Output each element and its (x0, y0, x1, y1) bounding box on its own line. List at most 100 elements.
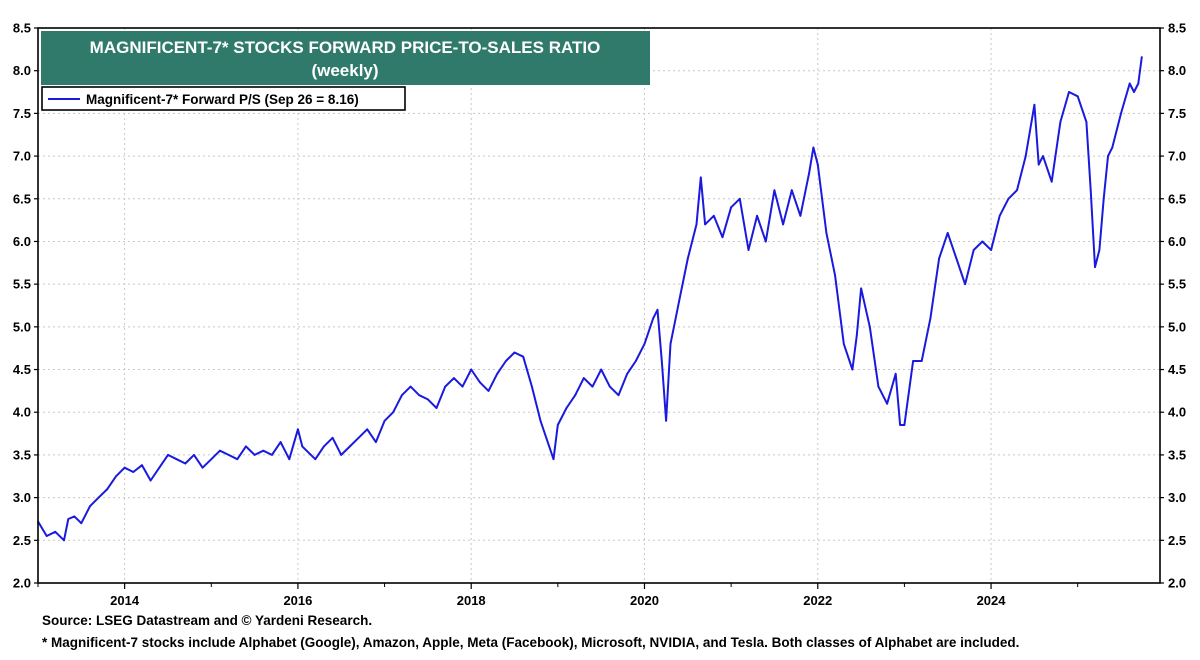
data-point (608, 385, 611, 388)
data-point (600, 368, 603, 371)
data-point (513, 351, 516, 354)
data-point (946, 232, 949, 234)
y-tick-label-right: 3.0 (1168, 490, 1186, 505)
y-tick-label-left: 3.0 (13, 490, 31, 505)
data-point (1111, 146, 1114, 149)
data-point (219, 449, 221, 452)
y-tick-label-right: 7.0 (1168, 149, 1186, 164)
data-point (704, 223, 706, 226)
data-point (855, 334, 858, 337)
data-point (990, 249, 992, 251)
data-point (1140, 56, 1143, 58)
x-tick-label: 2022 (803, 593, 832, 608)
data-point (929, 317, 932, 320)
data-point (790, 189, 793, 192)
data-point (301, 445, 304, 448)
data-point (695, 223, 698, 226)
y-tick-label-right: 6.0 (1168, 234, 1186, 249)
data-point (712, 214, 715, 217)
data-point (67, 518, 70, 520)
y-tick-label-left: 3.5 (13, 447, 31, 462)
legend: Magnificent-7* Forward P/S (Sep 26 = 8.1… (41, 86, 406, 111)
data-point (444, 385, 447, 388)
data-point (634, 360, 637, 362)
data-point (331, 436, 334, 439)
series-line (37, 56, 1143, 542)
data-point (375, 441, 377, 443)
data-point (89, 505, 91, 508)
data-point (184, 462, 187, 465)
data-point (357, 436, 360, 439)
data-point (998, 214, 1001, 217)
data-point (669, 343, 672, 345)
data-point (141, 464, 143, 467)
x-tick-label: 2016 (283, 593, 312, 608)
data-point (955, 257, 958, 260)
data-point (686, 257, 689, 260)
data-point (582, 377, 585, 379)
data-point (45, 535, 48, 537)
data-point (435, 407, 438, 409)
data-point (115, 475, 117, 478)
y-tick-label-right: 4.0 (1168, 405, 1186, 420)
data-point (383, 419, 386, 422)
data-point (522, 355, 525, 358)
data-point (73, 515, 76, 518)
data-point (401, 394, 403, 397)
data-point (626, 372, 629, 375)
data-point (842, 343, 845, 345)
data-point (63, 539, 65, 542)
y-tick-label-right: 3.5 (1168, 447, 1186, 462)
data-point (193, 454, 195, 456)
data-point (201, 466, 204, 469)
y-ticks-right: 2.0 2.5 3.0 3.5 4.0 4.5 5.0 5.5 6.0 6.5 7.0 7.5 8.0 8… (1160, 21, 1186, 591)
data-point (1107, 155, 1109, 158)
y-tick-label-right: 4.5 (1168, 362, 1186, 377)
data-point (747, 249, 750, 251)
x-tick-label: 2020 (630, 593, 659, 608)
data-point (1089, 189, 1092, 192)
y-tick-label-left: 4.0 (13, 405, 31, 420)
data-point (392, 411, 395, 414)
y-tick-label-right: 2.0 (1168, 576, 1186, 591)
data-point (903, 424, 906, 426)
data-point (972, 249, 975, 251)
data-point (279, 441, 282, 443)
data-point (297, 428, 299, 431)
data-point (860, 287, 862, 290)
data-point (531, 385, 533, 388)
data-point (1098, 249, 1101, 251)
data-point (699, 176, 702, 179)
x-tick-label: 2014 (110, 593, 140, 608)
data-point (1128, 82, 1131, 85)
footnote: * Magnificent-7 stocks include Alphabet … (42, 635, 1020, 650)
data-point (1050, 180, 1053, 183)
y-tick-label-left: 5.5 (13, 277, 31, 292)
data-point (175, 458, 178, 461)
data-point (678, 300, 680, 303)
y-tick-label-right: 8.5 (1168, 21, 1186, 36)
data-point (288, 458, 291, 461)
data-point (167, 454, 169, 456)
data-point (496, 372, 499, 375)
data-point (97, 496, 100, 499)
data-point (1007, 197, 1010, 200)
data-point (816, 163, 819, 166)
data-point (565, 407, 568, 409)
data-point (149, 479, 152, 482)
data-point (782, 223, 784, 226)
y-tick-label-left: 7.5 (13, 106, 31, 121)
data-point (340, 454, 343, 456)
y-tick-label-right: 5.0 (1168, 319, 1186, 334)
y-tick-label-left: 4.5 (13, 362, 31, 377)
chart-title: MAGNIFICENT-7* STOCKS FORWARD PRICE-TO-S… (90, 38, 601, 57)
data-point (851, 368, 854, 371)
data-point (1120, 112, 1122, 115)
data-point (505, 360, 507, 362)
y-tick-label-left: 7.0 (13, 149, 31, 164)
data-point (1016, 189, 1018, 192)
y-tick-label-right: 6.5 (1168, 191, 1186, 206)
data-point (245, 445, 247, 448)
legend-label: Magnificent-7* Forward P/S (Sep 26 = 8.1… (86, 92, 359, 107)
